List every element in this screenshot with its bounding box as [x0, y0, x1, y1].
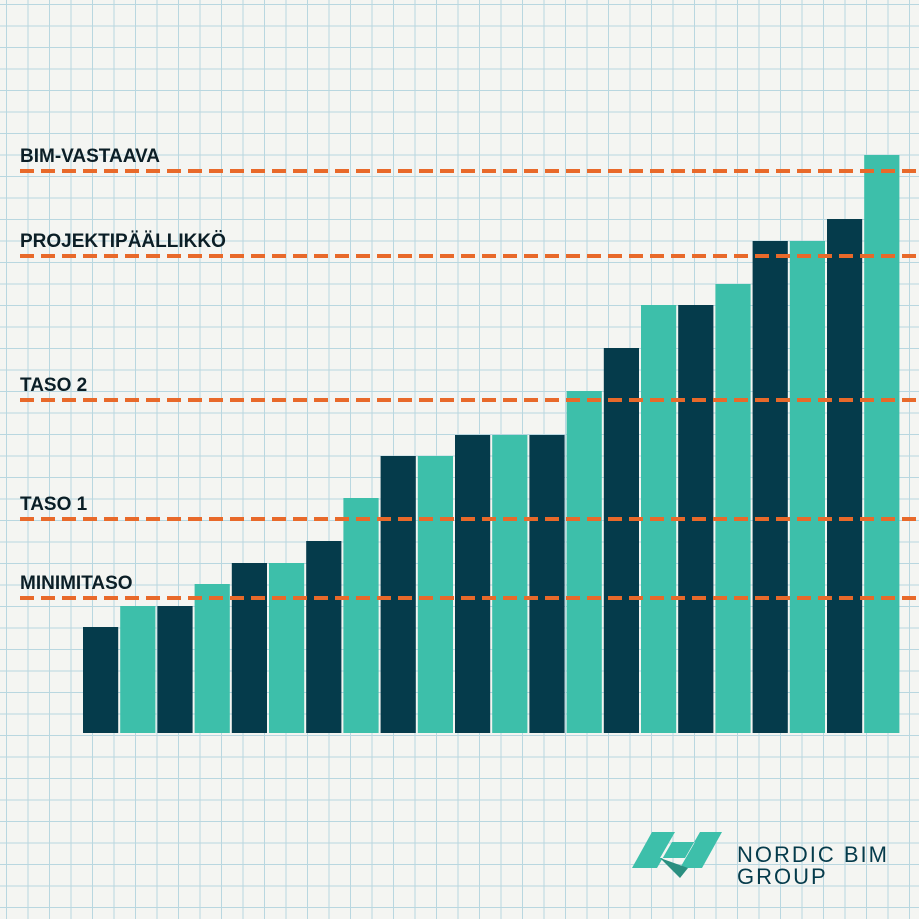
bar	[715, 284, 751, 733]
reference-label: MINIMITASO	[20, 573, 133, 594]
bar	[864, 155, 900, 733]
bar	[120, 606, 156, 733]
reference-label: TASO 2	[20, 375, 87, 396]
reference-label: PROJEKTIPÄÄLLIKKÖ	[20, 231, 226, 252]
logo: NORDIC BIM GROUP	[632, 832, 889, 889]
bar	[529, 435, 565, 733]
bar	[306, 541, 342, 733]
bar	[269, 563, 305, 733]
bar	[789, 241, 825, 733]
bar	[455, 435, 491, 733]
bar	[194, 584, 230, 733]
bar	[231, 563, 267, 733]
bar	[603, 348, 639, 733]
bar	[566, 391, 602, 733]
logo-icon	[632, 832, 722, 868]
logo-text: NORDIC BIM	[737, 842, 889, 867]
bar	[157, 606, 193, 733]
bar	[417, 456, 453, 733]
bar	[83, 627, 119, 733]
reference-label: TASO 1	[20, 494, 88, 515]
logo-text: GROUP	[737, 864, 828, 889]
bar	[380, 456, 416, 733]
logo-icon-shade	[660, 858, 688, 878]
bar	[752, 241, 788, 733]
bar	[343, 498, 379, 733]
reference-label: BIM-VASTAAVA	[20, 146, 160, 167]
bar	[827, 219, 863, 733]
bar	[492, 435, 528, 733]
